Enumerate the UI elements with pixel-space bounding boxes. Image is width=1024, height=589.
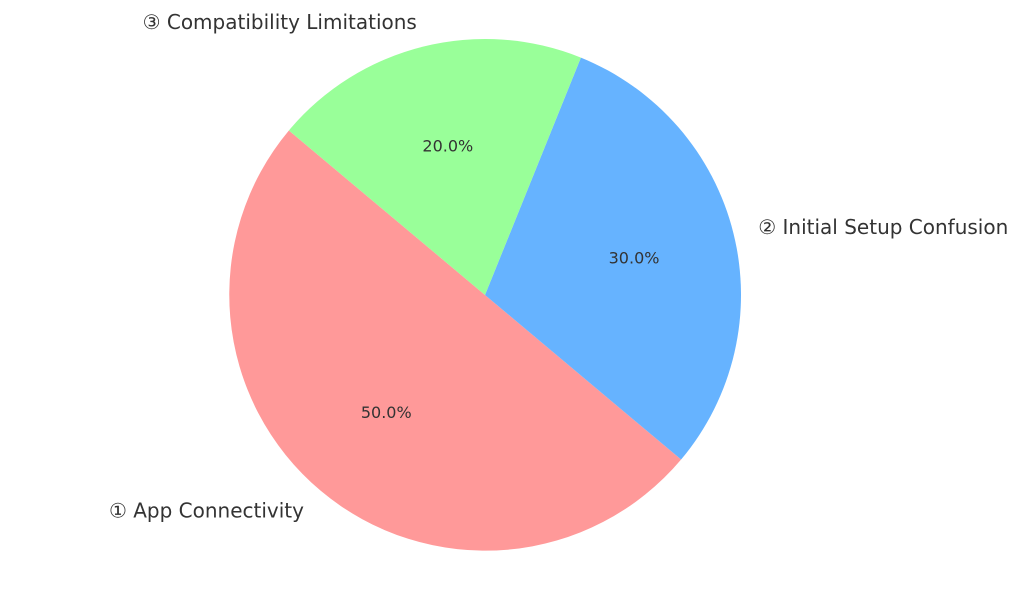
pie-slices [229, 38, 742, 551]
pie-slice-2 [485, 57, 742, 460]
pie-labels: 50.0% ① App Connectivity 30.0% ② Initial Se… [109, 10, 1008, 523]
pie-slice-1-label: ① App Connectivity [109, 499, 304, 523]
pie-slice-3 [288, 38, 581, 295]
pie-slice-2-label: ② Initial Setup Confusion [758, 215, 1008, 239]
pie-slice-3-label: ③ Compatibility Limitations [143, 10, 417, 34]
pie-slice-2-percent: 30.0% [609, 248, 660, 267]
pie-slice-1 [229, 130, 682, 551]
pie-slice-1-percent: 50.0% [361, 403, 412, 422]
pie-slice-3-percent: 20.0% [422, 136, 473, 155]
